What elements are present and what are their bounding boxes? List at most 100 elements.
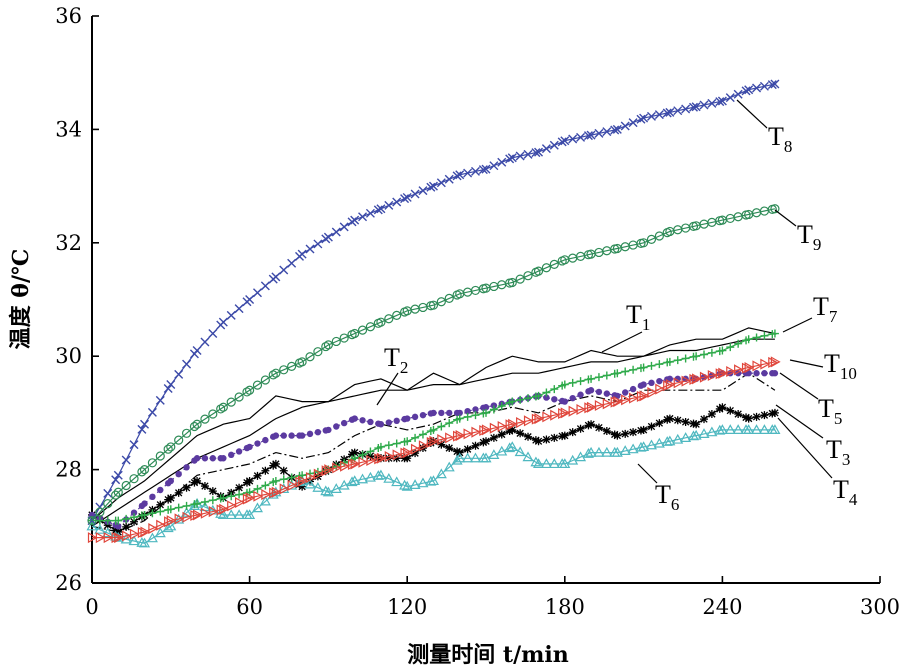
point-t6 [514, 446, 526, 457]
point-t4 [200, 482, 209, 491]
point-t7 [95, 516, 104, 525]
point-t4 [584, 421, 593, 430]
point-t7 [376, 442, 385, 451]
series-label-subscript: 6 [671, 495, 680, 514]
point-t9 [357, 325, 368, 335]
point-t5 [761, 370, 768, 377]
point-t5 [430, 409, 437, 417]
point-t7 [707, 348, 716, 357]
point-t7 [411, 433, 420, 442]
point-t10 [665, 379, 676, 391]
point-t10 [479, 424, 490, 437]
point-t4 [516, 429, 525, 438]
point-t8 [208, 329, 218, 339]
point-t10 [384, 451, 395, 463]
point-t6 [488, 449, 500, 459]
point-t7 [692, 352, 701, 361]
point-t6 [751, 424, 763, 435]
point-t9 [87, 516, 97, 526]
point-t9 [218, 402, 228, 412]
point-t5 [411, 413, 419, 421]
point-t5 [404, 415, 411, 422]
point-t4 [489, 433, 498, 442]
point-t10 [655, 383, 666, 395]
point-t6 [451, 454, 463, 465]
point-t9 [541, 263, 552, 273]
point-t8 [279, 265, 289, 275]
point-t4 [437, 440, 446, 449]
point-t8 [639, 113, 649, 123]
point-t8 [103, 488, 113, 498]
point-t10 [271, 486, 282, 498]
point-t8 [523, 149, 533, 159]
point-t7 [437, 422, 446, 431]
point-t5 [325, 426, 332, 434]
point-t6 [593, 446, 605, 457]
point-t10 [392, 449, 403, 461]
point-t10 [471, 426, 482, 438]
y-axis-title: 温度 θ/℃ [8, 249, 34, 350]
point-t7 [103, 516, 112, 525]
point-t6 [312, 482, 324, 492]
point-t8 [717, 96, 727, 106]
point-t9 [121, 480, 131, 491]
point-t9 [111, 490, 121, 500]
point-t4 [245, 476, 254, 485]
point-t8 [155, 395, 165, 405]
label-leader-t8 [736, 99, 768, 129]
point-t9 [181, 428, 192, 438]
point-t8 [192, 346, 202, 356]
point-t6 [567, 454, 579, 465]
point-t8 [174, 369, 184, 379]
point-t8 [744, 85, 754, 95]
point-t7 [403, 437, 412, 446]
point-t10 [87, 532, 98, 544]
point-t7 [560, 380, 569, 389]
point-t4 [269, 461, 278, 470]
point-t10 [140, 526, 151, 538]
point-t10 [768, 356, 779, 368]
point-t5 [228, 451, 235, 459]
series-label-main: T [768, 122, 784, 151]
x-tick-label: 240 [702, 595, 742, 619]
point-t8 [200, 337, 210, 347]
point-t7 [613, 369, 622, 378]
x-tick-label: 120 [387, 595, 427, 619]
point-t10 [376, 452, 387, 464]
point-t4 [665, 414, 674, 423]
point-t4 [190, 478, 199, 487]
point-t9 [271, 368, 281, 378]
point-t10 [576, 403, 587, 416]
point-t10 [602, 398, 613, 410]
point-t4 [348, 450, 357, 459]
point-t10 [481, 424, 492, 436]
point-t4 [235, 483, 244, 492]
point-t8 [549, 140, 559, 150]
point-t4 [350, 448, 359, 457]
point-t6 [645, 439, 658, 450]
point-t4 [718, 403, 727, 412]
point-t4 [471, 441, 480, 450]
point-t4 [193, 476, 202, 485]
point-t5 [603, 390, 611, 397]
point-t10 [744, 362, 755, 374]
point-t4 [568, 428, 577, 437]
point-t5 [220, 455, 227, 462]
point-t9 [242, 387, 252, 397]
point-t7 [208, 496, 217, 505]
x-tick-label: 180 [545, 595, 585, 619]
point-t5 [377, 421, 385, 428]
point-t4 [542, 435, 551, 444]
series-label-subscript: 4 [849, 490, 858, 509]
point-t8 [560, 136, 570, 146]
point-t4 [445, 444, 454, 453]
point-t7 [647, 361, 656, 370]
point-t4 [261, 466, 270, 475]
point-t10 [192, 509, 203, 521]
series-label-t2: T2 [384, 343, 408, 377]
series-t2 [91, 338, 775, 527]
point-t6 [244, 509, 256, 520]
point-t10 [586, 401, 597, 413]
point-t4 [576, 424, 585, 433]
